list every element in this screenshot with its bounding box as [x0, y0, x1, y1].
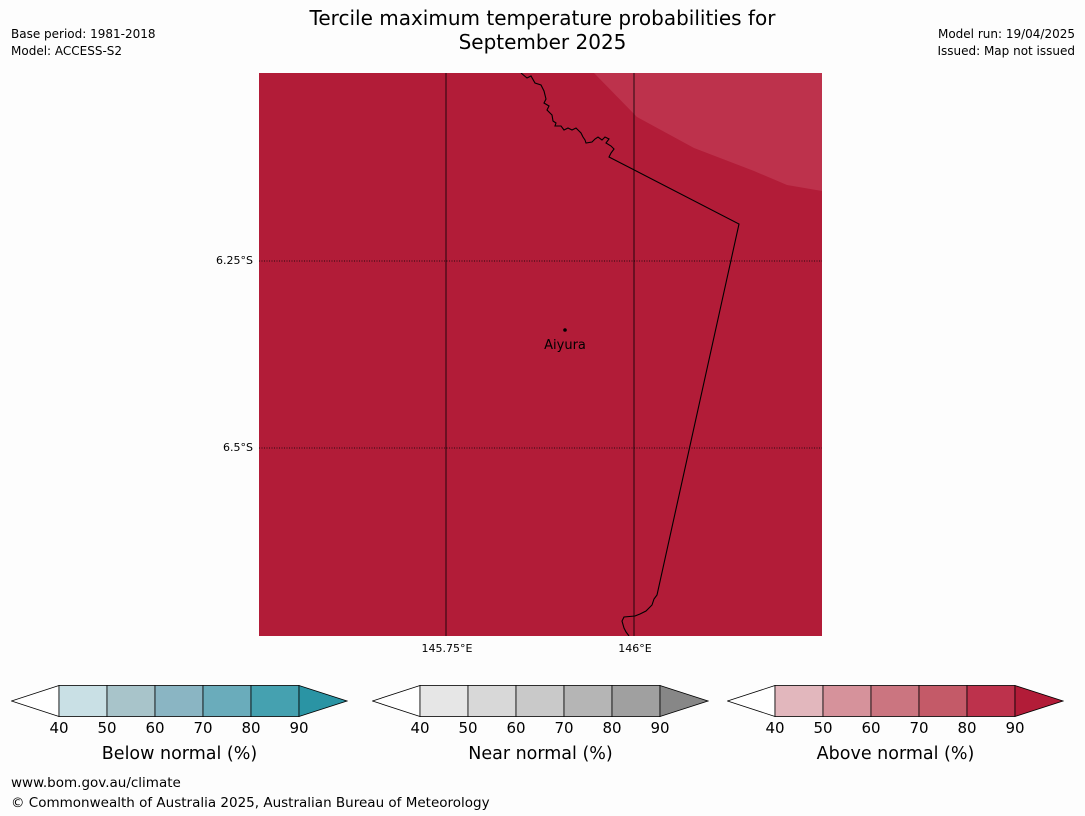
colorbar-above-normal: [726, 684, 1065, 718]
lon-label-145-75: 145.75°E: [421, 642, 473, 655]
colorbar-below-segment: [202, 685, 252, 717]
colorbar-below-segment: [250, 685, 300, 717]
colorbar-near-segment: [467, 685, 517, 717]
model-run-text: Model run: 19/04/2025: [937, 27, 1075, 41]
aiyura-marker: [563, 328, 567, 332]
forecast-map: [259, 73, 822, 636]
colorbar-below-segment: [106, 685, 156, 717]
footer-copyright: © Commonwealth of Australia 2025, Austra…: [11, 795, 490, 811]
colorbar-above-segment: [774, 685, 824, 717]
colorbar-near-normal: [371, 684, 710, 718]
colorbar-near-segment: [563, 685, 613, 717]
colorbar-above-segment: [822, 685, 872, 717]
colorbar-above-tick: 90: [1005, 719, 1025, 737]
colorbar-near-segment: [419, 685, 469, 717]
colorbar-above-label: Above normal (%): [816, 744, 975, 764]
colorbar-below-tick: 60: [145, 719, 165, 737]
colorbar-near-tick: 40: [410, 719, 430, 737]
colorbar-above-normal-swatches: [726, 684, 1065, 718]
colorbar-below-extend-high: [298, 684, 349, 718]
map-fill-lighter-zone: [594, 73, 822, 191]
colorbar-near-segment: [611, 685, 661, 717]
lon-label-146: 146°E: [618, 642, 652, 655]
colorbar-above-extend-low: [726, 684, 776, 718]
issued-text: Issued: Map not issued: [937, 44, 1075, 58]
lat-label-6-25: 6.25°S: [216, 254, 253, 267]
map-fill-main: [259, 73, 822, 636]
colorbar-near-tick: 50: [458, 719, 478, 737]
colorbar-near-tick: 80: [602, 719, 622, 737]
colorbar-above-segment: [870, 685, 920, 717]
colorbar-below-tick: 70: [193, 719, 213, 737]
colorbar-near-tick: 90: [650, 719, 670, 737]
colorbar-near-tick: 70: [554, 719, 574, 737]
colorbar-below-normal-swatches: [10, 684, 349, 718]
lat-label-6-5: 6.5°S: [223, 441, 253, 454]
colorbar-above-tick: 50: [813, 719, 833, 737]
colorbar-near-segment: [515, 685, 565, 717]
colorbar-near-extend-low: [371, 684, 421, 718]
colorbar-below-tick: 90: [289, 719, 309, 737]
base-period-text: Base period: 1981-2018: [11, 27, 156, 41]
colorbar-below-segment: [58, 685, 108, 717]
colorbar-below-tick: 40: [49, 719, 69, 737]
colorbar-below-extend-low: [10, 684, 60, 718]
model-text: Model: ACCESS-S2: [11, 44, 123, 58]
colorbar-above-tick: 80: [957, 719, 977, 737]
colorbar-above-extend-high: [1014, 684, 1065, 718]
colorbar-below-tick: 50: [97, 719, 117, 737]
map-title-line2: September 2025: [458, 30, 627, 54]
colorbar-near-normal-swatches: [371, 684, 710, 718]
footer-url: www.bom.gov.au/climate: [11, 775, 181, 791]
colorbar-near-label: Near normal (%): [468, 744, 613, 764]
place-label-aiyura: Aiyura: [544, 338, 586, 353]
colorbar-below-segment: [154, 685, 204, 717]
border-line: [520, 73, 740, 636]
colorbar-above-segment: [966, 685, 1016, 717]
colorbar-below-normal: [10, 684, 349, 718]
map-title-line1: Tercile maximum temperature probabilitie…: [309, 6, 776, 30]
colorbar-above-tick: 40: [765, 719, 785, 737]
colorbar-near-extend-high: [659, 684, 710, 718]
colorbar-below-label: Below normal (%): [101, 744, 258, 764]
colorbar-above-segment: [918, 685, 968, 717]
colorbar-above-tick: 60: [861, 719, 881, 737]
colorbar-above-tick: 70: [909, 719, 929, 737]
colorbar-below-tick: 80: [241, 719, 261, 737]
map-title: Tercile maximum temperature probabilitie…: [240, 6, 845, 54]
colorbar-near-tick: 60: [506, 719, 526, 737]
